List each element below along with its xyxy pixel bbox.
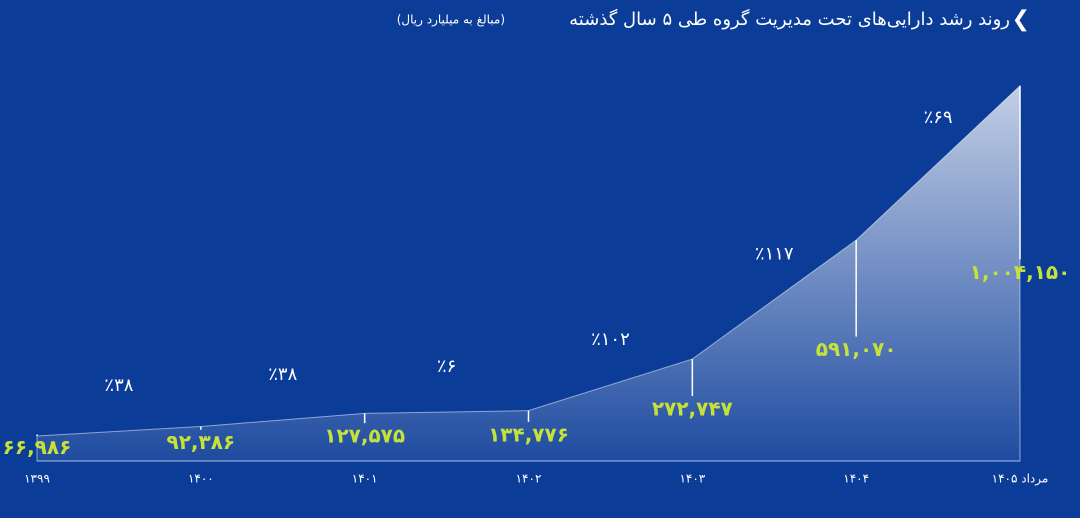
value-label: ۵۹۱,۰۷۰ — [816, 337, 897, 361]
x-tick-label: مرداد ۱۴۰۵ — [992, 472, 1049, 487]
x-tick-label: ۱۳۹۹ — [24, 472, 50, 486]
growth-label: ٪۱۱۷ — [755, 244, 794, 265]
chart-title: روند رشد دارایی‌های تحت مدیریت گروه طی ۵… — [569, 8, 1010, 30]
chart-subtitle: (مبالغ به میلیارد ریال) — [397, 13, 505, 28]
value-label: ۶۶,۹۸۶ — [3, 435, 72, 459]
value-label: ۲۷۲,۷۴۷ — [652, 397, 733, 421]
area — [36, 84, 1021, 462]
x-tick-label: ۱۴۰۲ — [516, 472, 542, 486]
value-label: ۹۲,۳۸۶ — [167, 430, 236, 454]
growth-label: ٪۳۸ — [104, 375, 133, 396]
x-tick-label: ۱۴۰۱ — [352, 472, 378, 486]
growth-label: ٪۱۰۲ — [591, 329, 630, 350]
x-tick-label: ۱۴۰۳ — [679, 472, 705, 486]
growth-label: ٪۶۹ — [924, 107, 953, 128]
x-tick-label: ۱۴۰۴ — [843, 472, 869, 486]
value-label: ۱۳۴,۷۷۶ — [488, 422, 569, 446]
value-label: ۱۲۷,۵۷۵ — [324, 424, 405, 448]
value-label: ۱,۰۰۴,۱۵۰ — [970, 260, 1071, 284]
chevron: ❯ — [1012, 7, 1030, 32]
growth-label: ٪۶ — [437, 356, 456, 377]
growth-label: ٪۳۸ — [268, 364, 297, 385]
x-tick-label: ۱۴۰۰ — [188, 472, 214, 486]
